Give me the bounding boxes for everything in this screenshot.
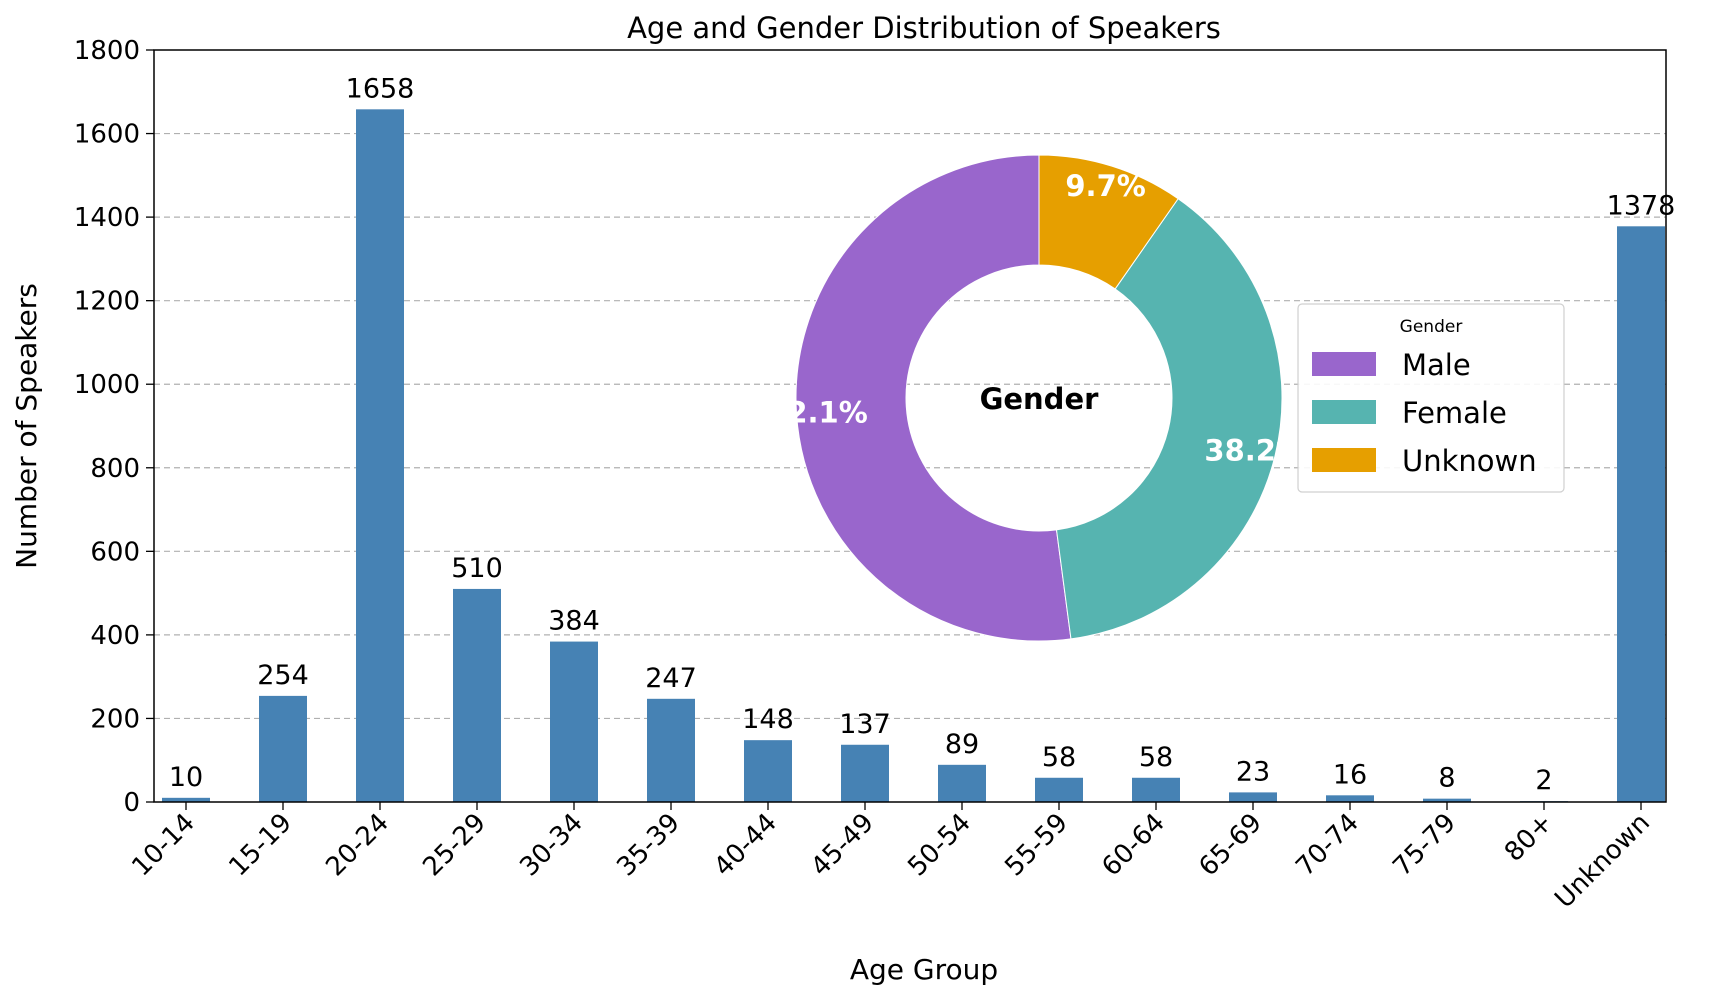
gender-legend: Gender Male Female Unknown [1297, 303, 1565, 493]
bar-15-19 [259, 695, 307, 802]
x-tick-label: 75-79 [1387, 808, 1462, 883]
x-tick-label: 50-54 [902, 808, 977, 883]
bar-value-label: 247 [645, 663, 697, 694]
plot-frame [153, 49, 1667, 803]
bar-value-label: 510 [451, 553, 503, 584]
legend-swatch-female [1312, 400, 1376, 424]
bar-value-label: 1378 [1607, 190, 1676, 221]
x-tick-label: Unknown [1549, 808, 1656, 915]
x-tick-label: 40-44 [708, 808, 783, 883]
bar-value-label: 2 [1535, 765, 1552, 796]
y-axis-title: Number of Speakers [10, 283, 43, 569]
x-tick-label: 20-24 [320, 808, 395, 883]
y-tick-label: 1200 [74, 287, 140, 317]
y-tick-label: 1600 [74, 120, 140, 150]
x-axis-title: Age Group [850, 953, 998, 986]
y-tick-label: 800 [90, 454, 140, 484]
bar-value-label: 89 [945, 729, 979, 760]
y-tick-label: 1400 [74, 203, 140, 233]
x-tick-label: 45-49 [805, 808, 880, 883]
donut-pct-label: 9.7% [1065, 169, 1145, 203]
legend-title: Gender [1400, 317, 1463, 337]
legend-label: Male [1402, 348, 1471, 382]
donut-pct-label: 38.2% [1204, 434, 1305, 468]
bar-value-label: 8 [1438, 763, 1455, 794]
bar-50-54 [938, 764, 986, 802]
legend-frame [1297, 303, 1565, 493]
bar-35-39 [647, 698, 695, 802]
bar-70-74 [1326, 795, 1374, 802]
y-tick-label: 0 [123, 788, 140, 818]
legend-label: Female [1402, 396, 1507, 430]
bar-30-34 [550, 641, 598, 802]
donut-slice-unknown [1038, 154, 1179, 290]
bar-45-49 [841, 744, 889, 802]
donut-slice-male [795, 154, 1072, 642]
bar-10-14 [162, 797, 210, 802]
legend-label: Unknown [1402, 444, 1537, 478]
bar-60-64 [1132, 777, 1180, 802]
bar-65-69 [1229, 792, 1277, 802]
donut-pct-label: 52.1% [767, 396, 868, 430]
bar-25-29 [453, 588, 501, 802]
x-tick-label: 60-64 [1096, 808, 1171, 883]
y-tick-label: 200 [90, 704, 140, 734]
bar-value-label: 137 [839, 709, 891, 740]
bar-value-label: 58 [1139, 742, 1173, 773]
legend-swatch-unknown [1312, 448, 1376, 472]
bar-20-24 [356, 109, 404, 802]
x-tick-label: 65-69 [1193, 808, 1268, 883]
bar-Unknown [1617, 226, 1665, 802]
bar-chart: 10 254 1658 510 384 247 148 137 89 58 58 23 16 8 2 1378 [162, 73, 1675, 802]
y-tick-label: 1800 [74, 36, 140, 66]
x-tick-label: 25-29 [417, 808, 492, 883]
legend-swatch-male [1312, 352, 1376, 376]
x-tick-label: 70-74 [1290, 808, 1365, 883]
gender-donut-chart: 52.1% 38.2% 9.7% [767, 154, 1305, 642]
bar-value-label: 1658 [346, 73, 415, 104]
y-tick-label: 400 [90, 621, 140, 651]
x-tick-label: 10-14 [126, 808, 201, 883]
chart-title: Age and Gender Distribution of Speakers [627, 11, 1221, 45]
donut-center-label: Gender [980, 382, 1100, 416]
bar-75-79 [1423, 798, 1471, 802]
bar-value-label: 10 [169, 762, 203, 793]
bar-value-label: 23 [1236, 756, 1270, 787]
x-tick-label: 30-34 [514, 808, 589, 883]
bar-value-label: 384 [548, 606, 600, 637]
y-tick-label: 600 [90, 537, 140, 567]
bar-value-label: 16 [1333, 759, 1367, 790]
bar-value-label: 148 [742, 704, 794, 735]
x-tick-label: 80+ [1499, 808, 1559, 868]
y-tick-label: 1000 [74, 370, 140, 400]
bar-55-59 [1035, 777, 1083, 802]
bar-40-44 [744, 740, 792, 802]
x-tick-label: 35-39 [611, 808, 686, 883]
x-tick-label: 15-19 [223, 808, 298, 883]
bar-value-label: 58 [1042, 742, 1076, 773]
x-tick-label: 55-59 [999, 808, 1074, 883]
bar-value-label: 254 [257, 660, 309, 691]
donut-slice-female [1055, 198, 1283, 640]
